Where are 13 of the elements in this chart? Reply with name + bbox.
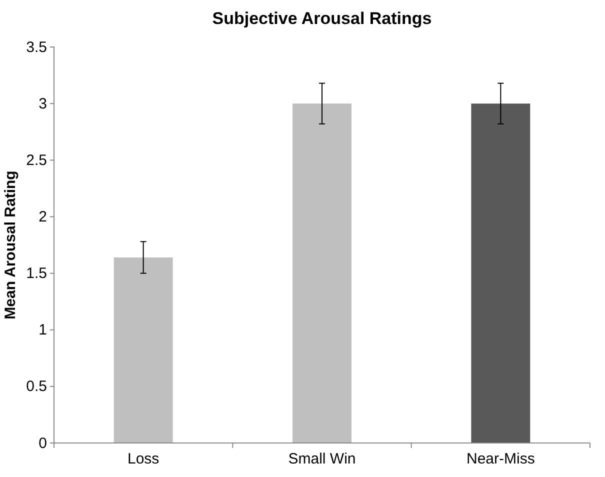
y-tick-label: 2 [38,208,47,226]
y-tick-label: 3.5 [26,38,47,56]
y-tick-label: 0.5 [26,378,47,396]
y-tick-label: 3 [38,95,47,112]
x-tick-label: Loss [127,450,160,468]
y-tick-label: 1.5 [26,265,47,282]
chart-title: Subjective Arousal Ratings [212,9,432,28]
x-tick-label: Near-Miss [466,450,535,468]
y-tick-label: 0 [38,434,47,452]
y-axis-title: Mean Arousal Rating [2,170,19,320]
y-tick-label: 2.5 [26,152,47,169]
y-tick-label: 1 [38,322,47,339]
x-tick-label: Small Win [288,450,356,468]
